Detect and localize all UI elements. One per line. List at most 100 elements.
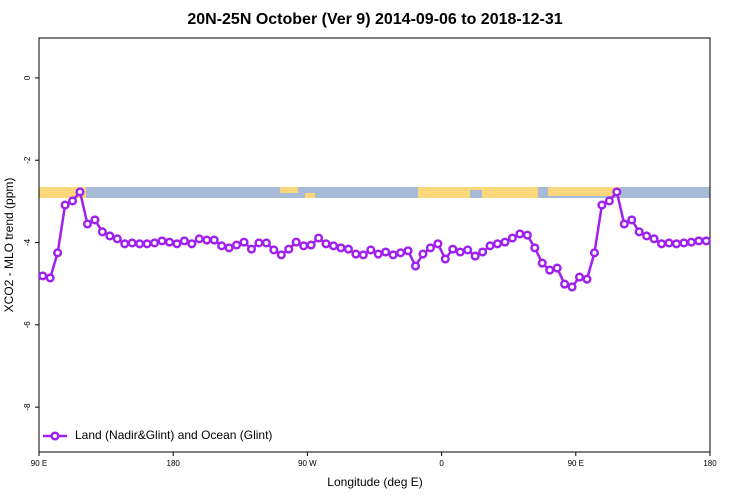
data-point [597, 200, 607, 210]
y-axis-label: XCO2 - MLO trend (ppm) [2, 178, 16, 313]
data-point [373, 249, 383, 259]
data-point [232, 240, 242, 250]
data-point [276, 250, 286, 260]
data-point [425, 243, 435, 253]
data-point [53, 248, 63, 258]
data-point [127, 238, 137, 248]
data-point [135, 239, 145, 249]
data-point [627, 215, 637, 225]
data-point [239, 237, 249, 247]
data-point [537, 258, 547, 268]
data-point [440, 254, 450, 264]
data-point [522, 230, 532, 240]
x-tick-label: 180 [703, 459, 717, 468]
data-point [164, 237, 175, 247]
data-point [403, 246, 413, 256]
data-point [530, 243, 540, 253]
data-point [656, 239, 667, 249]
data-point [45, 273, 55, 283]
data-point [336, 243, 346, 253]
data-point [694, 236, 704, 246]
legend-label: Land (Nadir&Glint) and Ocean (Glint) [75, 428, 272, 442]
data-point [246, 244, 257, 254]
data-point [515, 229, 525, 239]
data-point [120, 239, 130, 249]
data-point [664, 238, 674, 248]
data-point [649, 234, 659, 244]
x-tick-label: 90 E [568, 459, 584, 468]
data-point [448, 244, 458, 254]
data-point [284, 244, 294, 254]
data-point [701, 236, 711, 246]
data-point [306, 240, 316, 250]
data-point [299, 241, 309, 251]
series-line [42, 189, 707, 289]
data-point [351, 249, 361, 259]
data-point [612, 187, 622, 197]
data-point [157, 236, 167, 246]
data-point [485, 241, 495, 251]
data-point [314, 233, 324, 243]
y-tick-label: -6 [23, 321, 32, 329]
data-point [455, 247, 465, 257]
data-point [112, 234, 122, 244]
data-point [679, 238, 689, 248]
x-tick-label: 90 W [298, 459, 317, 468]
data-point [507, 233, 517, 243]
data-point [254, 238, 264, 248]
data-point [418, 249, 428, 259]
data-point [328, 241, 339, 251]
data-point [478, 247, 488, 257]
data-point [90, 215, 100, 225]
data-point [209, 235, 219, 245]
x-tick-label: 0 [439, 459, 444, 468]
x-tick-label: 180 [167, 459, 181, 468]
data-point [187, 239, 197, 249]
x-axis-label: Longitude (deg E) [327, 475, 422, 489]
data-point [545, 265, 555, 275]
chart-title: 20N-25N October (Ver 9) 2014-09-06 to 20… [187, 11, 562, 28]
data-point [179, 236, 189, 246]
data-point [642, 231, 652, 241]
data-point [194, 234, 204, 244]
data-point [552, 263, 562, 273]
data-point [671, 239, 682, 249]
map-strip [39, 187, 710, 198]
data-point [291, 237, 301, 247]
data-point [150, 238, 160, 248]
data-point [492, 239, 503, 249]
data-point [574, 272, 585, 282]
y-tick-label: -4 [23, 238, 32, 246]
data-point [68, 196, 78, 206]
legend-marker [50, 431, 60, 441]
data-point [410, 261, 421, 271]
data-point [381, 247, 391, 257]
data-point [500, 237, 510, 247]
data-point [388, 250, 398, 260]
y-tick-label: -2 [23, 156, 32, 164]
data-point [60, 200, 70, 210]
data-point [463, 245, 473, 255]
data-point [343, 244, 353, 254]
data-point [224, 243, 234, 253]
data-point [433, 239, 443, 249]
x-tick-label: 90 E [31, 459, 47, 468]
data-point [470, 251, 480, 261]
data-point [97, 227, 107, 237]
data-point [686, 237, 696, 247]
data-point [567, 282, 577, 292]
plot-frame [38, 37, 711, 453]
y-tick-label: 0 [23, 75, 32, 80]
data-point [217, 241, 227, 251]
data-point [582, 274, 592, 284]
data-point [142, 239, 152, 249]
data-point [261, 238, 271, 248]
data-point [358, 250, 368, 260]
data-point [172, 239, 182, 249]
data-point [619, 219, 629, 229]
data-point [269, 245, 279, 255]
data-point [589, 248, 599, 258]
data-point [560, 279, 570, 289]
y-tick-label: -8 [23, 403, 32, 411]
